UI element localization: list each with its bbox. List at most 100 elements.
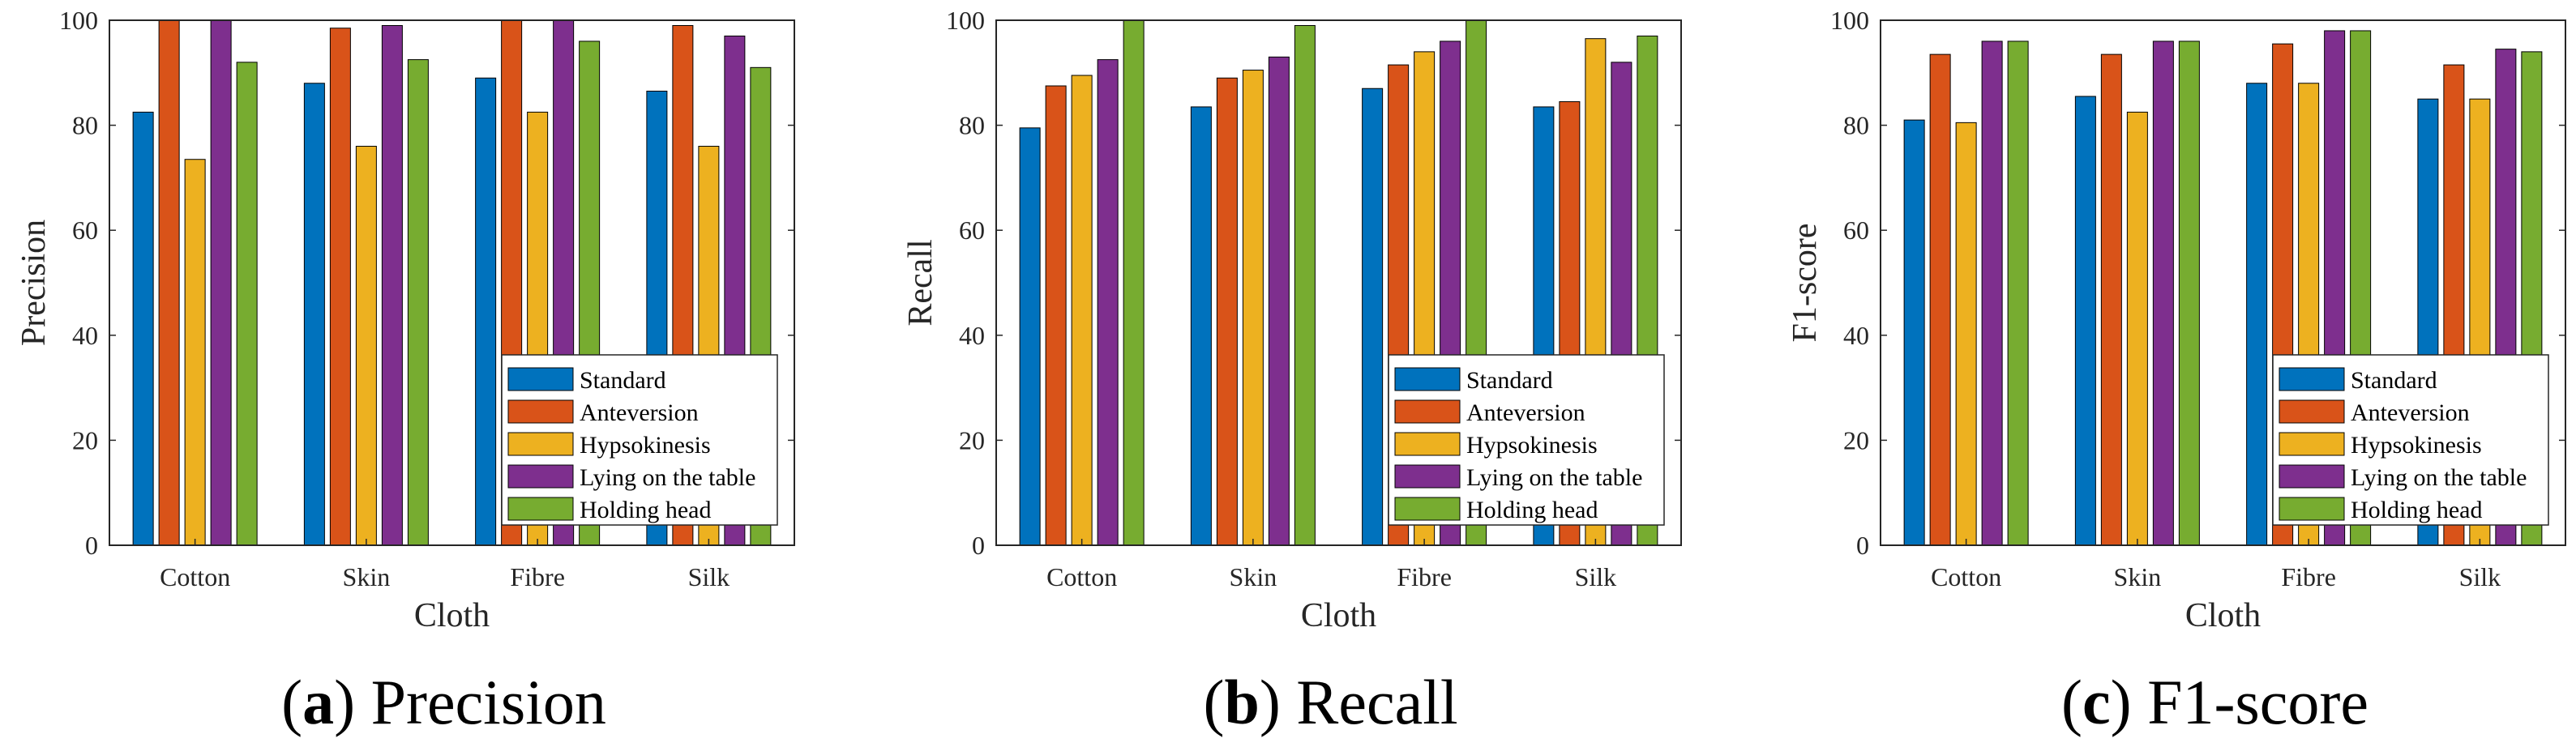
x-tick-label: Cotton — [1046, 562, 1117, 591]
y-axis-label: Precision — [15, 220, 53, 346]
legend-swatch-hypsokinesis — [1394, 432, 1461, 456]
axes-box — [109, 19, 795, 546]
axes-box — [1880, 19, 2566, 546]
y-tick-label: 20 — [1843, 425, 1869, 455]
caption-text: ) F1-score — [2111, 667, 2368, 737]
chart-panel-b: Cotton Skin Fibre Silk 0 20 40 60 80 100 Cloth Reca… — [902, 6, 1682, 737]
bar-skin-standard — [303, 83, 325, 546]
y-tick-label: 40 — [72, 321, 98, 350]
bar-skin-hypsokinesis — [2126, 111, 2148, 546]
legend-label-lying-on-the-table: Lying on the table — [580, 464, 755, 491]
legend-swatch-standard — [507, 367, 574, 391]
bar-cotton-anteversion — [158, 19, 180, 546]
caption-letter: a — [302, 667, 334, 737]
legend-label-holding-head: Holding head — [580, 497, 711, 523]
bar-cotton-holding-head — [2007, 41, 2029, 546]
bar-skin-holding-head — [2178, 41, 2200, 546]
x-axis-label: Cloth — [414, 597, 490, 634]
y-axis-label: Recall — [902, 239, 939, 326]
y-tick-label: 0 — [972, 531, 985, 560]
legend-label-hypsokinesis: Hypsokinesis — [2351, 432, 2482, 459]
x-tick-label: Skin — [1230, 562, 1277, 591]
bar-cotton-hypsokinesis — [1071, 75, 1093, 546]
y-tick-label: 100 — [946, 6, 985, 35]
caption-letter: b — [1224, 667, 1259, 737]
y-tick-label: 80 — [72, 111, 98, 140]
legend-swatch-anteversion — [507, 399, 574, 424]
legend-swatch-lying-on-the-table — [1394, 464, 1461, 489]
legend-label-anteversion: Anteversion — [580, 399, 699, 426]
legend: Standard Anteversion Hypsokinesis Lying on … — [2272, 354, 2549, 526]
legend-swatch-lying-on-the-table — [507, 464, 574, 489]
y-tick-label: 60 — [72, 216, 98, 245]
bar-skin-lying-on-the-table — [1268, 56, 1290, 546]
bar-cotton-standard — [1019, 127, 1041, 546]
caption: (a) Precision — [281, 667, 606, 737]
legend-label-lying-on-the-table: Lying on the table — [2351, 464, 2527, 491]
bar-skin-hypsokinesis — [1242, 70, 1264, 546]
legend-label-anteversion: Anteversion — [2351, 399, 2470, 426]
bar-cotton-lying-on-the-table — [210, 19, 232, 546]
y-tick-label: 40 — [1843, 321, 1869, 350]
y-tick-label: 20 — [959, 425, 985, 455]
caption-text: ) Recall — [1260, 667, 1458, 737]
bar-fibre-standard — [475, 77, 497, 546]
bar-cotton-anteversion — [1929, 53, 1951, 546]
bar-skin-hypsokinesis — [355, 146, 377, 546]
legend-label-hypsokinesis: Hypsokinesis — [1466, 432, 1598, 459]
bar-cotton-lying-on-the-table — [1097, 59, 1119, 546]
legend-swatch-lying-on-the-table — [2279, 464, 2345, 489]
x-tick-label: Silk — [2459, 562, 2501, 591]
caption-text: ) Precision — [334, 667, 606, 737]
bar-skin-lying-on-the-table — [2152, 41, 2174, 546]
x-tick-label: Silk — [688, 562, 730, 591]
x-axis-label: Cloth — [2185, 597, 2261, 634]
legend-swatch-holding-head — [2279, 497, 2345, 521]
legend: Standard Anteversion Hypsokinesis Lying on … — [1388, 354, 1665, 526]
legend-label-holding-head: Holding head — [1466, 497, 1598, 523]
legend-label-holding-head: Holding head — [2351, 497, 2482, 523]
bar-skin-standard — [2074, 96, 2096, 546]
chart-panel-a: Cotton Skin Fibre Silk 0 20 40 60 80 100 Cloth Prec… — [15, 6, 795, 737]
y-tick-label: 0 — [85, 531, 98, 560]
legend-label-standard: Standard — [2351, 367, 2437, 394]
y-tick-label: 100 — [59, 6, 98, 35]
bar-skin-holding-head — [1294, 24, 1316, 546]
bar-fibre-standard — [2246, 83, 2268, 546]
legend-label-standard: Standard — [580, 367, 666, 394]
bar-cotton-lying-on-the-table — [1981, 41, 2003, 546]
x-tick-label: Fibre — [1397, 562, 1452, 591]
x-tick-label: Cotton — [160, 562, 230, 591]
legend-swatch-holding-head — [1394, 497, 1461, 521]
legend-swatch-holding-head — [507, 497, 574, 521]
x-tick-label: Skin — [2114, 562, 2162, 591]
y-tick-label: 80 — [959, 111, 985, 140]
bar-skin-anteversion — [1216, 77, 1238, 546]
bar-cotton-standard — [132, 111, 154, 546]
x-tick-label: Skin — [343, 562, 391, 591]
caption-open-paren: ( — [2061, 667, 2082, 737]
bar-skin-holding-head — [407, 59, 429, 546]
bar-skin-anteversion — [329, 28, 351, 546]
y-tick-label: 100 — [1830, 6, 1869, 35]
bar-skin-anteversion — [2100, 53, 2122, 546]
legend-swatch-hypsokinesis — [507, 432, 574, 456]
y-tick-label: 60 — [959, 216, 985, 245]
caption-letter: c — [2082, 667, 2111, 737]
bar-cotton-hypsokinesis — [184, 159, 206, 546]
axes-box — [995, 19, 1682, 546]
legend-label-standard: Standard — [1466, 367, 1553, 394]
bar-cotton-anteversion — [1045, 85, 1067, 546]
caption: (b) Recall — [1203, 667, 1457, 737]
bar-skin-lying-on-the-table — [381, 24, 403, 546]
legend-swatch-anteversion — [1394, 399, 1461, 424]
bar-fibre-standard — [1362, 88, 1384, 546]
y-tick-label: 40 — [959, 321, 985, 350]
bar-cotton-standard — [1903, 119, 1925, 546]
legend-swatch-standard — [1394, 367, 1461, 391]
y-tick-label: 0 — [1856, 531, 1869, 560]
bar-cotton-holding-head — [236, 62, 258, 546]
y-tick-label: 60 — [1843, 216, 1869, 245]
legend-swatch-standard — [2279, 367, 2345, 391]
x-tick-label: Fibre — [2281, 562, 2336, 591]
